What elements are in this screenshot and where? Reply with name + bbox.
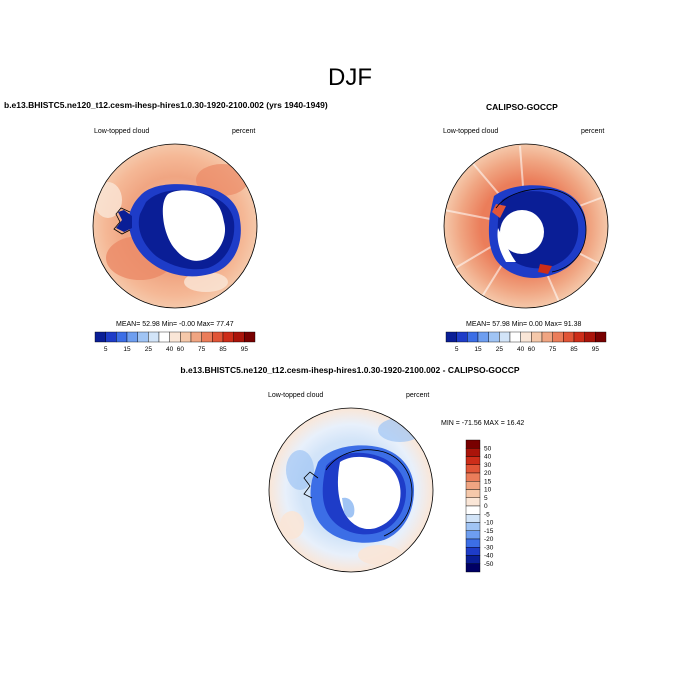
obs-colorbar-tick-label: 25 — [496, 346, 504, 353]
model-colorbar-tick-label: 60 — [177, 346, 185, 353]
obs-colorbar-swatch — [541, 331, 553, 343]
model-colorbar-swatch — [180, 331, 192, 343]
diff-colorbar-swatch — [465, 489, 481, 498]
model-colorbar-swatch — [222, 331, 234, 343]
obs-colorbar-swatch — [584, 331, 596, 343]
model-colorbar-tick-label: 25 — [145, 346, 153, 353]
diff-units-label: percent — [406, 392, 430, 399]
diff-stats: MIN = -71.56 MAX = 16.42 — [441, 420, 525, 427]
obs-colorbar-swatch — [520, 331, 532, 343]
obs-colorbar-swatch — [509, 331, 521, 343]
obs-colorbar-swatch — [595, 331, 607, 343]
diff-colorbar-swatch — [465, 555, 481, 564]
diff-colorbar-tick-label: 10 — [484, 487, 492, 494]
panel-title-model: b.e13.BHISTC5.ne120_t12.cesm-ihesp-hires… — [4, 100, 328, 110]
obs-colorbar-swatch — [477, 331, 489, 343]
model-colorbar: 5 15 25 40 60 75 85 95 — [94, 331, 256, 353]
obs-colorbar-tick-label: 60 — [528, 346, 536, 353]
model-colorbar-swatch — [212, 331, 224, 343]
model-colorbar-swatch — [244, 331, 256, 343]
model-units-label: percent — [232, 128, 256, 135]
diff-colorbar-swatch — [465, 514, 481, 523]
model-colorbar-tick-label: 15 — [123, 346, 131, 353]
panel-title-obs: CALIPSO-GOCCP — [486, 102, 558, 112]
obs-stats: MEAN= 57.98 Min= 0.00 Max= 91.38 — [466, 321, 582, 328]
diff-colorbar-swatch — [465, 439, 481, 449]
model-colorbar-swatch — [158, 331, 170, 343]
obs-colorbar-swatch — [467, 331, 479, 343]
obs-colorbar-swatch — [552, 331, 564, 343]
diff-colorbar-swatch — [465, 448, 481, 457]
obs-colorbar-tick-label: 15 — [474, 346, 482, 353]
diff-colorbar-tick-label: 50 — [484, 445, 492, 452]
diff-colorbar-swatch — [465, 505, 481, 515]
diff-colorbar-tick-label: -30 — [484, 544, 494, 551]
diff-colorbar-tick-label: -50 — [484, 561, 494, 568]
model-colorbar-tick-label: 75 — [198, 346, 206, 353]
diff-colorbar-tick-label: -15 — [484, 528, 494, 535]
diff-colorbar-tick-label: -5 — [484, 511, 490, 518]
model-stats: MEAN= 52.98 Min= -0.00 Max= 77.47 — [116, 321, 234, 328]
diff-colorbar-tick-label: -40 — [484, 553, 494, 560]
diff-colorbar-swatch — [465, 472, 481, 482]
model-colorbar-swatch — [148, 331, 160, 343]
diff-colorbar-tick-label: 30 — [484, 462, 492, 469]
model-colorbar-tick-label: 85 — [219, 346, 227, 353]
obs-colorbar-swatch — [531, 331, 543, 343]
diff-colorbar-swatch — [465, 563, 481, 573]
diff-colorbar-tick-label: 5 — [484, 495, 488, 502]
model-colorbar-swatch — [126, 331, 138, 343]
obs-colorbar: 5 15 25 40 60 75 85 95 — [445, 331, 607, 353]
diff-colorbar-tick-label: -20 — [484, 536, 494, 543]
diff-colorbar-swatch — [465, 481, 481, 490]
diff-colorbar-tick-label: 20 — [484, 470, 492, 477]
diff-variable-label: Low-topped cloud — [268, 392, 324, 399]
model-colorbar-swatch — [169, 331, 181, 343]
obs-colorbar-tick-label: 85 — [570, 346, 578, 353]
model-colorbar-swatch — [190, 331, 202, 343]
model-colorbar-tick-label: 40 — [166, 346, 174, 353]
panel-title-diff: b.e13.BHISTC5.ne120_t12.cesm-ihesp-hires… — [180, 365, 520, 375]
model-colorbar-swatch — [94, 331, 106, 343]
obs-colorbar-swatch — [573, 331, 585, 343]
obs-colorbar-tick-label: 95 — [592, 346, 600, 353]
diff-colorbar-swatch — [465, 530, 481, 540]
diff-colorbar-swatch — [465, 522, 481, 531]
diff-colorbar-tick-label: 0 — [484, 503, 488, 510]
model-colorbar-tick-label: 95 — [241, 346, 249, 353]
model-variable-label: Low-topped cloud — [94, 128, 150, 135]
diff-colorbar-swatch — [465, 497, 481, 507]
diff-colorbar-tick-label: -10 — [484, 520, 494, 527]
obs-colorbar-swatch — [445, 331, 457, 343]
obs-colorbar-tick-label: 5 — [455, 346, 459, 353]
diff-colorbar-tick-label: 15 — [484, 478, 492, 485]
figure-title: DJF — [328, 64, 372, 91]
diff-colorbar-tick-label: 40 — [484, 454, 492, 461]
model-colorbar-swatch — [105, 331, 117, 343]
obs-colorbar-tick-label: 40 — [517, 346, 525, 353]
obs-colorbar-swatch — [563, 331, 575, 343]
obs-variable-label: Low-topped cloud — [443, 128, 499, 135]
diff-colorbar-swatch — [465, 464, 481, 474]
diff-colorbar-swatch — [465, 538, 481, 548]
diff-colorbar-swatch — [465, 547, 481, 556]
model-colorbar-swatch — [233, 331, 245, 343]
obs-colorbar-swatch — [499, 331, 511, 343]
model-colorbar-swatch — [116, 331, 128, 343]
obs-colorbar-tick-label: 75 — [549, 346, 557, 353]
obs-units-label: percent — [581, 128, 605, 135]
model-colorbar-swatch — [137, 331, 149, 343]
obs-colorbar-swatch — [488, 331, 500, 343]
diff-colorbar-swatch — [465, 456, 481, 465]
model-colorbar-tick-label: 5 — [104, 346, 108, 353]
obs-colorbar-swatch — [456, 331, 468, 343]
model-colorbar-swatch — [201, 331, 213, 343]
